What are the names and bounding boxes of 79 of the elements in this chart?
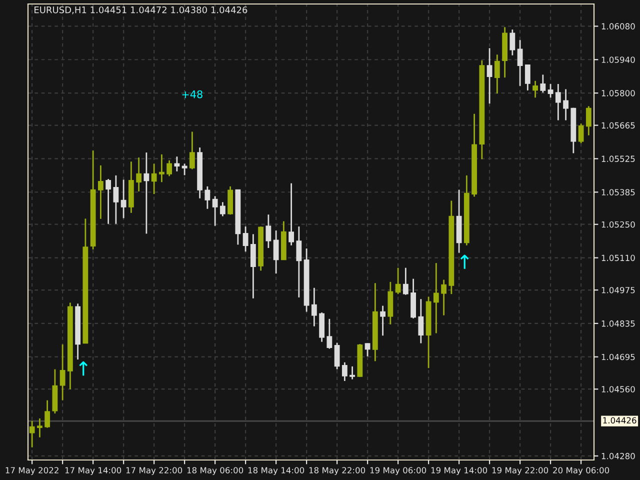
chart-title: EURUSD,H1 1.04451 1.04472 1.04380 1.04426 [34, 6, 248, 14]
candlestick [563, 88, 568, 121]
x-tick-label: 19 May 22:00 [492, 467, 548, 476]
x-tick-label: 17 May 14:00 [65, 467, 122, 476]
x-tick-label: 17 May 2022 [6, 467, 58, 476]
x-tick-label: 19 May 06:00 [370, 467, 426, 476]
candlestick [106, 178, 112, 225]
candlestick [242, 226, 248, 252]
candlestick [228, 186, 234, 216]
y-tick-label: 1.05525 [602, 156, 635, 162]
candlestick [212, 195, 218, 226]
candlestick [44, 400, 50, 428]
candlestick [166, 160, 172, 177]
candlestick [250, 233, 256, 300]
y-tick-label: 1.04280 [602, 452, 635, 460]
annotation: ↑ [460, 254, 469, 269]
candlestick [98, 164, 104, 220]
x-tick-label: 18 May 14:00 [248, 467, 304, 476]
candlestick [380, 305, 386, 336]
candlestick [510, 28, 516, 56]
candlestick [433, 262, 439, 334]
y-tick-label: 1.04835 [602, 320, 635, 327]
annotation: ↑ [79, 361, 88, 376]
y-tick-label: 1.04560 [602, 386, 635, 392]
candlestick [342, 362, 348, 382]
candlestick [578, 122, 584, 144]
y-tick-label: 1.05800 [602, 90, 635, 96]
candlestick [524, 64, 530, 92]
candlestick [36, 418, 42, 438]
y-tick-label: 1.06080 [602, 23, 635, 30]
candlestick [350, 366, 356, 380]
candlestick [296, 226, 302, 298]
y-tick-label: 1.05385 [602, 189, 635, 196]
candlestick [288, 182, 294, 246]
x-tick-label: 20 May 06:00 [553, 467, 610, 476]
candlestick [60, 344, 66, 402]
candlestick [158, 154, 164, 183]
candlestick [120, 179, 126, 219]
candlestick [266, 214, 272, 249]
candlestick [311, 287, 317, 327]
candlestick [182, 163, 188, 176]
candlestick [174, 156, 180, 172]
ref-line-label: 1.04426 [603, 417, 636, 424]
y-tick-label: 1.05250 [602, 221, 635, 228]
candlestick [486, 47, 492, 104]
candlestick [204, 186, 210, 210]
x-tick-label: 19 May 14:00 [431, 467, 488, 476]
candlestick [494, 54, 500, 94]
candlestick [220, 201, 226, 217]
y-tick-label: 1.04975 [602, 286, 635, 294]
candlestick [319, 312, 325, 343]
x-tick-label: 18 May 06:00 [187, 467, 244, 476]
candlestick [441, 279, 447, 316]
annotation: +48 [182, 90, 202, 98]
y-tick-label: 1.05110 [602, 254, 635, 262]
x-tick-label: 18 May 22:00 [309, 467, 366, 476]
candlestick [555, 83, 561, 121]
candlestick [532, 80, 538, 98]
candlestick [189, 131, 195, 170]
candlestick [540, 74, 546, 94]
candlestick [517, 39, 523, 87]
candlestick [136, 156, 142, 192]
candlestick [151, 163, 157, 195]
candlestick [144, 152, 150, 234]
y-tick-label: 1.05940 [602, 56, 635, 63]
candlestick [273, 230, 279, 274]
y-tick-label: 1.04695 [602, 354, 635, 360]
candlestick [548, 83, 554, 98]
candlestick [364, 342, 370, 358]
candlestick [113, 174, 119, 225]
candlestick [29, 420, 35, 448]
candlestick [402, 267, 408, 296]
y-tick-label: 1.05665 [602, 122, 635, 129]
candlestick [326, 318, 332, 350]
candlestick [418, 298, 424, 344]
candlestick [395, 267, 401, 295]
candlestick [334, 342, 340, 370]
x-tick-label: 17 May 22:00 [126, 467, 182, 476]
candlestick [586, 105, 592, 136]
